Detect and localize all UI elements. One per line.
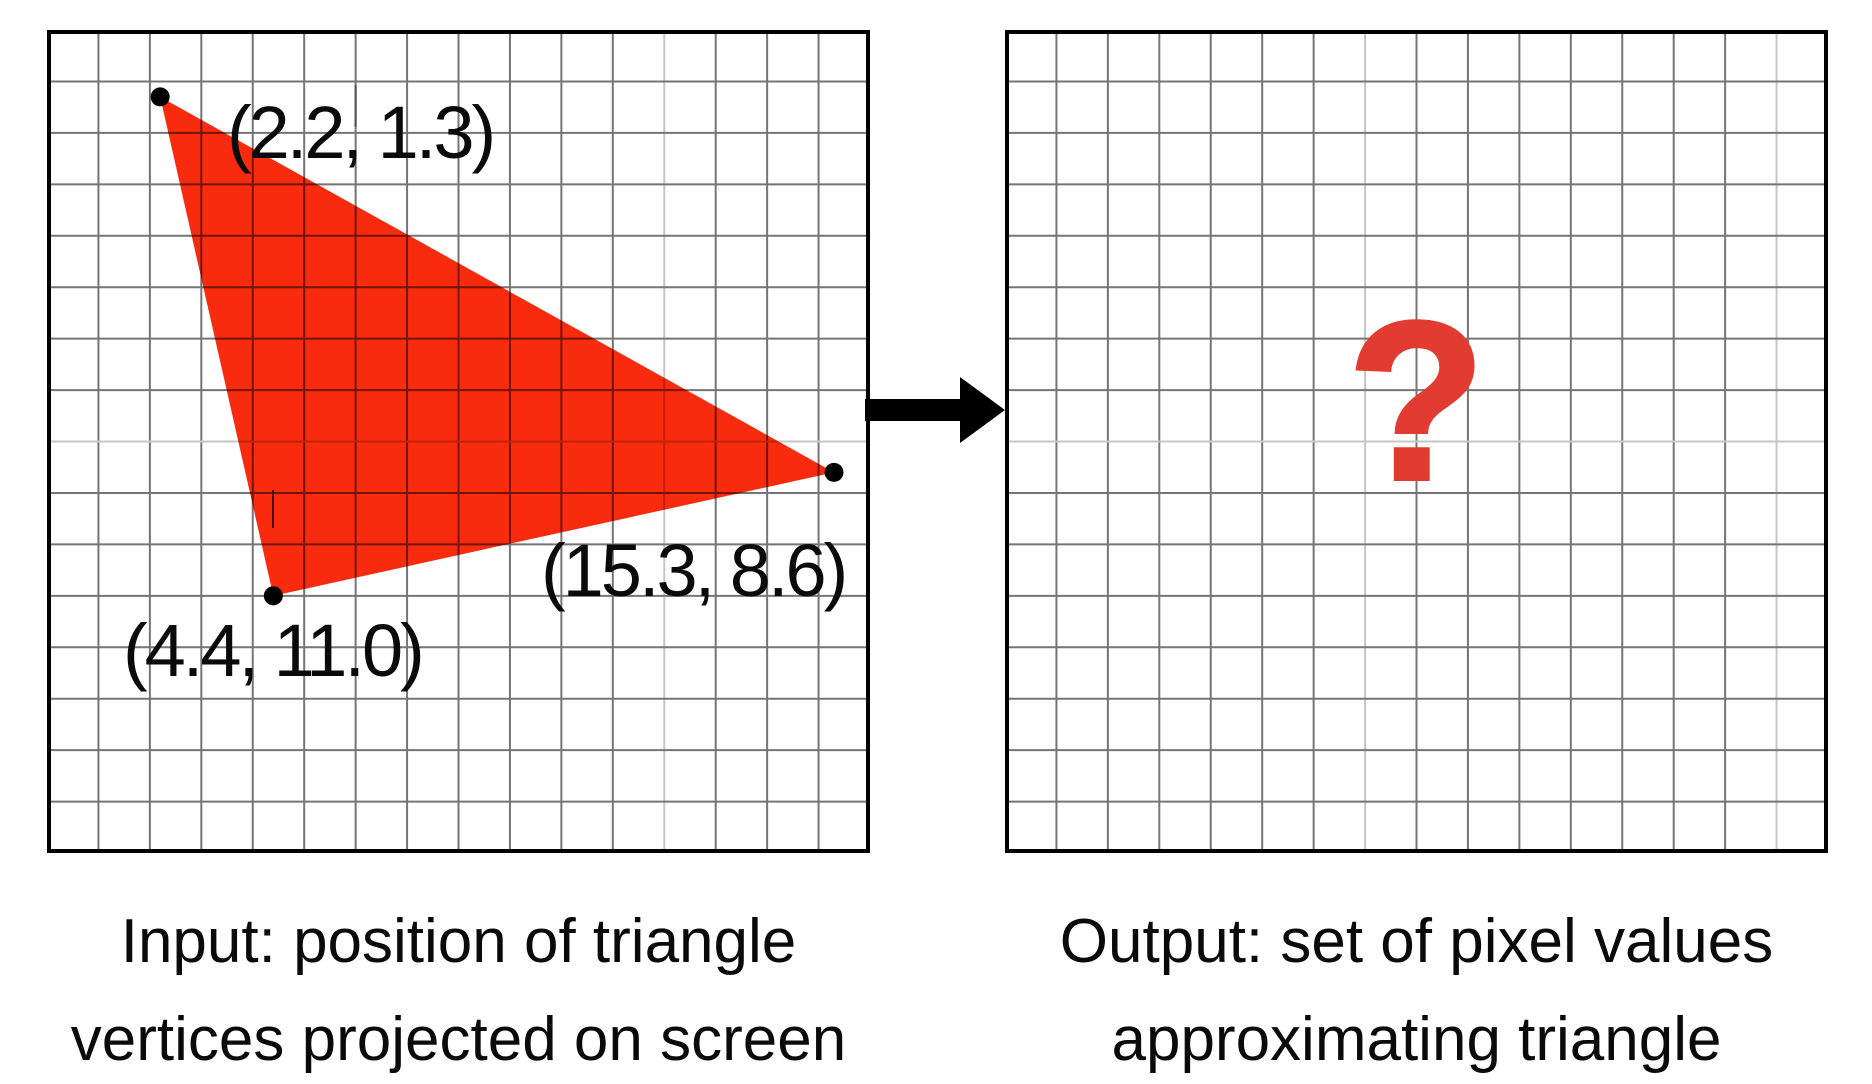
vertex-dot <box>150 87 170 107</box>
vertex-dot <box>263 586 283 606</box>
input-caption-line1: Input: position of triangle <box>120 907 797 976</box>
input-caption: Input: position of triangle vertices pro… <box>47 893 870 1084</box>
vertex-label-bottom-left: (4.4, 11.0) <box>123 609 425 692</box>
vertex-dot <box>824 462 844 482</box>
vertex-label-right: (15.3, 8.6) <box>541 529 848 612</box>
output-caption-line2: approximating triangle <box>1111 1005 1722 1074</box>
output-pixel-grid <box>1005 30 1828 853</box>
output-caption: Output: set of pixel values approximatin… <box>1005 893 1828 1084</box>
triangle-shape <box>160 96 834 596</box>
arrow-right-icon <box>865 377 1005 443</box>
arrow-right-shape <box>865 377 1005 443</box>
input-caption-line2: vertices projected on screen <box>70 1005 847 1074</box>
input-pixel-grid <box>47 30 870 853</box>
panel-border <box>1005 30 1828 853</box>
panel-border <box>47 30 870 853</box>
question-mark: ? <box>1345 274 1487 527</box>
output-caption-line1: Output: set of pixel values <box>1059 907 1774 976</box>
vertex-label-top: (2.2, 1.3) <box>227 91 496 174</box>
